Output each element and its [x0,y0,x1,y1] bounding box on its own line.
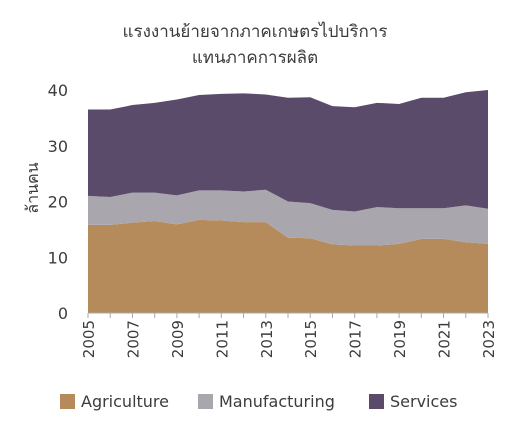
y-axis-title: ล้านคน [23,162,42,213]
x-tick-label: 2017 [347,320,365,358]
legend-item-services: Services [369,392,457,411]
legend-swatch-manufacturing [198,394,213,409]
x-tick-label: 2009 [169,320,187,358]
chart-legend: Agriculture Manufacturing Services [0,392,510,414]
y-tick-label: 20 [48,193,68,212]
area-layers [88,90,488,313]
y-tick-label: 10 [48,248,68,267]
area-manufacturing [88,189,488,246]
legend-swatch-services [369,394,384,409]
area-agriculture [88,219,488,313]
x-tick-label: 2011 [213,320,231,358]
chart-title-line-2: แทนภาคการผลิต [191,48,319,68]
x-tick-label: 2007 [124,320,142,358]
y-tick-label: 0 [58,304,68,323]
y-tick-label: 30 [48,137,68,156]
x-tick-label: 2021 [436,320,454,358]
legend-label-services: Services [390,392,458,411]
legend-item-agriculture: Agriculture [60,392,169,411]
area-services [88,90,488,212]
axes: 0 10 20 30 40 2005 2007 2009 2011 2013 2015 2017 201… [23,81,498,358]
x-tick-label: 2023 [480,320,498,358]
y-tick-label: 40 [48,81,68,100]
x-tick-label: 2013 [258,320,276,358]
legend-label-manufacturing: Manufacturing [219,392,335,411]
x-tick-label: 2005 [80,320,98,358]
x-tick-label: 2015 [302,320,320,358]
legend-swatch-agriculture [60,394,75,409]
legend-label-agriculture: Agriculture [81,392,169,411]
legend-item-manufacturing: Manufacturing [198,392,335,411]
x-tick-label: 2019 [391,320,409,358]
chart-title-line-1: แรงงานย้ายจากภาคเกษตรไปบริการ [122,22,388,42]
